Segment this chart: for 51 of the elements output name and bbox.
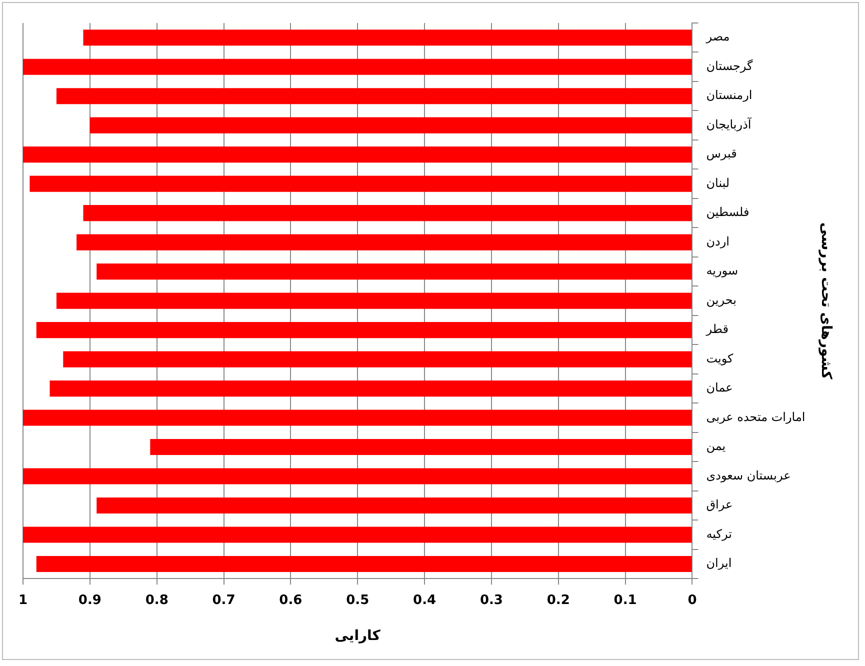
x-tick-label: 0.7 [212,592,236,608]
x-tick-label: 0.8 [145,592,168,608]
bar [83,30,692,46]
y-tick-label: فلسطین [706,205,750,220]
bar [56,292,692,309]
y-tick-label: سوریه [706,264,738,278]
x-tick-label: 0.9 [78,592,102,608]
y-tick-label: قبرس [706,146,737,161]
y-tick-label: عراق [706,498,733,512]
y-tick-label: عمان [706,380,733,395]
y-tick-label: لبنان [706,176,730,190]
y-tick-label: مصر [705,30,730,44]
y-tick-label: بحرین [706,292,736,307]
y-tick-label: اردن [706,234,730,248]
y-tick-label: کویت [706,351,734,366]
y-axis-title: کشورهای تحت بررسی [818,222,834,380]
bar [50,380,692,397]
y-tick-label: ارمنستان [706,88,752,102]
y-tick-label: امارات متحده عربی [706,410,806,424]
x-tick-label: 0.2 [546,592,570,608]
y-tick-label: ترکیه [706,526,732,541]
x-tick-label: 0.4 [413,592,436,608]
bar [96,264,692,280]
bar [23,146,692,163]
y-tick-label: ایران [706,556,732,570]
bar [83,205,692,222]
bar [30,176,692,192]
x-tick-label: 0.1 [614,592,637,608]
y-tick-label: قطر [705,322,728,336]
x-axis-title: کارایی [334,628,382,644]
x-tick-label: 0.5 [346,592,370,608]
x-tick-label: 1 [18,592,28,608]
bar [63,351,692,368]
x-tick-label: 0.6 [279,592,302,608]
bar [23,468,692,484]
y-tick-label: گرجستان [706,58,754,73]
bar [150,438,692,456]
bar [23,410,692,426]
bar [96,497,692,514]
x-tick-label: 0 [688,592,697,608]
y-tick-label: یمن [706,439,726,454]
bar [23,58,692,75]
bar [36,556,692,572]
bar [36,322,692,338]
bar [23,526,692,543]
bar [56,88,692,104]
bar [90,117,692,134]
bar [76,234,692,250]
y-tick-label: آذربایجان [706,116,752,132]
y-tick-label: عربستان سعودی [706,468,791,482]
x-tick-label: 0.3 [480,592,503,608]
